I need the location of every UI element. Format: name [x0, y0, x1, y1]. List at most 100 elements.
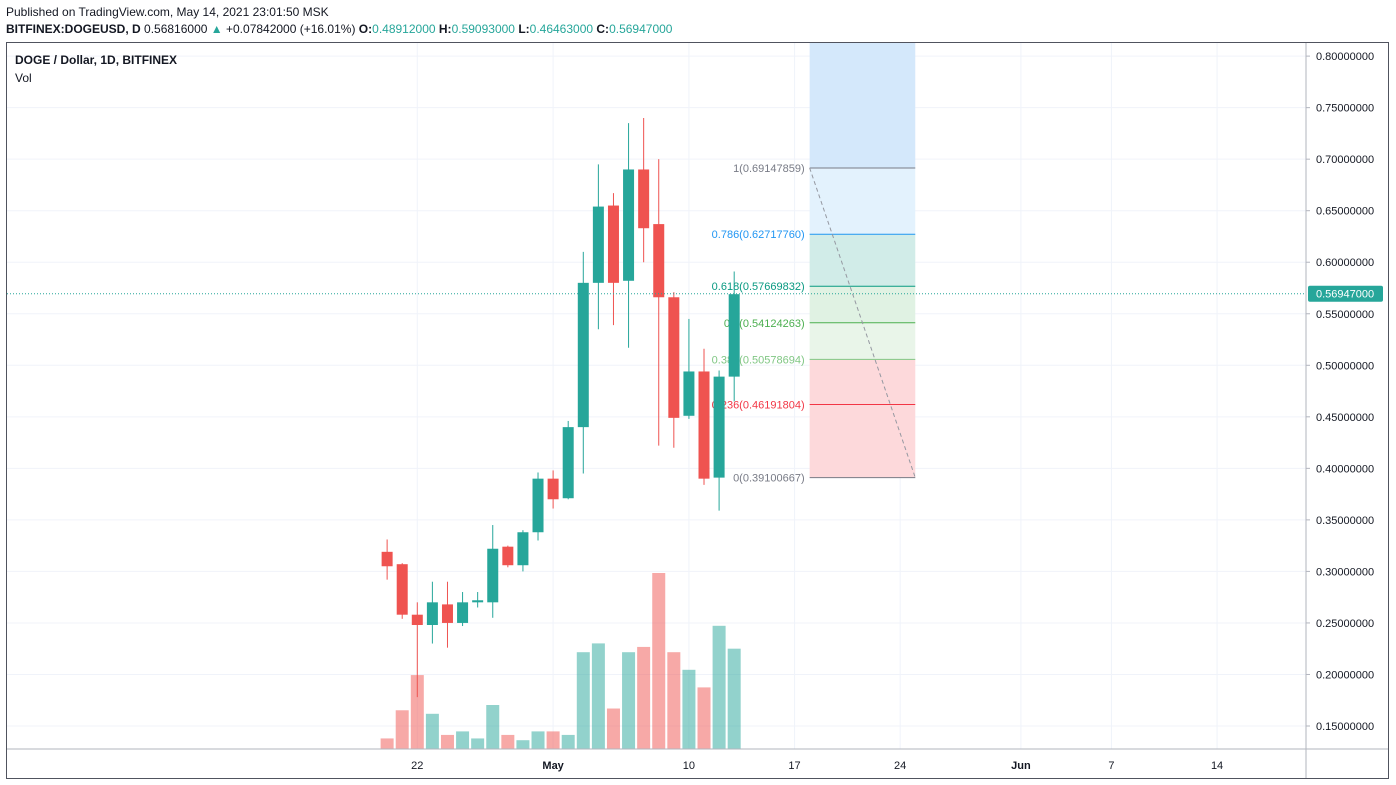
candle-body	[623, 169, 635, 281]
x-tick-label: 24	[894, 760, 906, 772]
candle-body	[457, 602, 469, 623]
volume-bar	[591, 643, 605, 749]
current-price-label: 0.56947000	[1316, 289, 1374, 301]
y-tick-label: 0.15000000	[1316, 721, 1374, 733]
open-label: O:	[358, 22, 373, 36]
low-label: L:	[518, 22, 530, 36]
fib-zone	[809, 234, 916, 287]
symbol-ohlc-line: BITFINEX:DOGEUSD, D 0.56816000 ▲ +0.0784…	[6, 22, 672, 36]
y-tick-label: 0.20000000	[1316, 669, 1374, 681]
candle-body	[532, 478, 544, 533]
volume-bar	[667, 652, 681, 749]
fib-zone	[809, 404, 916, 478]
candle-body	[381, 551, 393, 567]
y-tick-label: 0.25000000	[1316, 618, 1374, 630]
chart-legend-title: DOGE / Dollar, 1D, BITFINEX	[15, 53, 178, 67]
volume-bar	[712, 625, 726, 749]
chart-frame[interactable]	[6, 42, 1389, 779]
candle-body	[577, 282, 589, 428]
fib-zone	[809, 322, 916, 360]
volume-bar	[682, 669, 696, 749]
y-tick-label: 0.50000000	[1316, 360, 1374, 372]
volume-bar	[501, 734, 515, 749]
fib-level-label: 0.618(0.57669832)	[712, 281, 805, 293]
y-tick-label: 0.35000000	[1316, 515, 1374, 527]
volume-bar	[546, 731, 560, 749]
volume-bar	[471, 738, 485, 749]
y-tick-label: 0.65000000	[1316, 206, 1374, 218]
fib-level-label: 0(0.39100667)	[733, 473, 805, 485]
candle-body	[472, 600, 484, 603]
volume-bar	[561, 734, 575, 749]
y-tick-label: 0.30000000	[1316, 566, 1374, 578]
high-value: 0.59093000	[451, 22, 515, 36]
fib-level-label: 1(0.69147859)	[733, 163, 805, 175]
triangle-up-icon: ▲	[210, 22, 223, 36]
close-value: 0.56947000	[609, 22, 673, 36]
volume-bar	[576, 652, 590, 749]
x-tick-label: Jun	[1011, 760, 1031, 772]
y-tick-label: 0.75000000	[1316, 103, 1374, 115]
candle-body	[713, 376, 725, 478]
y-tick-label: 0.55000000	[1316, 309, 1374, 321]
x-tick-label: 14	[1211, 760, 1223, 772]
candle-body	[728, 294, 740, 377]
candle-body	[396, 564, 408, 615]
symbol-label: BITFINEX:DOGEUSD, D	[6, 22, 141, 36]
volume-bar	[697, 687, 711, 749]
x-tick-label: 17	[788, 760, 800, 772]
volume-bar	[652, 573, 666, 749]
candle-body	[683, 371, 695, 416]
price-change: +0.07842000 (+16.01%)	[226, 22, 356, 36]
candle-body	[638, 169, 650, 229]
candle-body	[547, 478, 559, 500]
volume-bar	[622, 652, 636, 749]
candle-body	[426, 602, 438, 626]
volume-legend-label: Vol	[15, 71, 32, 85]
x-tick-label: May	[542, 760, 564, 772]
published-caption: Published on TradingView.com, May 14, 20…	[6, 5, 329, 19]
volume-bar	[606, 708, 620, 749]
low-value: 0.46463000	[529, 22, 594, 36]
volume-bar	[456, 731, 470, 749]
close-label: C:	[596, 22, 610, 36]
volume-bar	[440, 734, 454, 749]
candle-body	[592, 206, 604, 283]
fib-level-label: 0.786(0.62717760)	[712, 229, 805, 241]
volume-bar	[425, 713, 439, 749]
volume-bar	[395, 710, 409, 749]
candle-body	[441, 604, 453, 623]
x-tick-label: 10	[683, 760, 695, 772]
fib-level-label: 0.5(0.54124263)	[724, 318, 805, 330]
y-tick-label: 0.80000000	[1316, 51, 1374, 63]
open-value: 0.48912000	[372, 22, 436, 36]
last-price: 0.56816000	[144, 22, 208, 36]
volume-bar	[410, 675, 424, 749]
y-tick-label: 0.60000000	[1316, 257, 1374, 269]
fib-zone	[809, 286, 916, 323]
y-tick-label: 0.45000000	[1316, 412, 1374, 424]
y-tick-label: 0.70000000	[1316, 154, 1374, 166]
fib-level-label: 0.236(0.46191804)	[712, 400, 805, 412]
high-label: H:	[438, 22, 452, 36]
y-tick-label: 0.40000000	[1316, 463, 1374, 475]
fib-zone	[809, 359, 916, 405]
volume-bar	[637, 646, 651, 749]
volume-bar	[486, 705, 500, 749]
volume-bar	[531, 731, 545, 749]
x-tick-label: 22	[411, 760, 423, 772]
fib-trend-line	[809, 167, 916, 478]
current-price-badge	[1308, 285, 1383, 302]
fib-level-label: 0.382(0.50578694)	[712, 354, 805, 366]
candle-body	[653, 224, 665, 298]
candle-body	[487, 548, 499, 603]
candle-body	[411, 614, 423, 626]
candle-body	[502, 546, 514, 566]
candle-body	[607, 205, 619, 283]
candle-body	[517, 532, 529, 566]
candle-body	[562, 427, 574, 499]
x-tick-label: 7	[1108, 760, 1114, 772]
fib-zone	[809, 167, 916, 235]
volume-bar	[516, 740, 530, 749]
